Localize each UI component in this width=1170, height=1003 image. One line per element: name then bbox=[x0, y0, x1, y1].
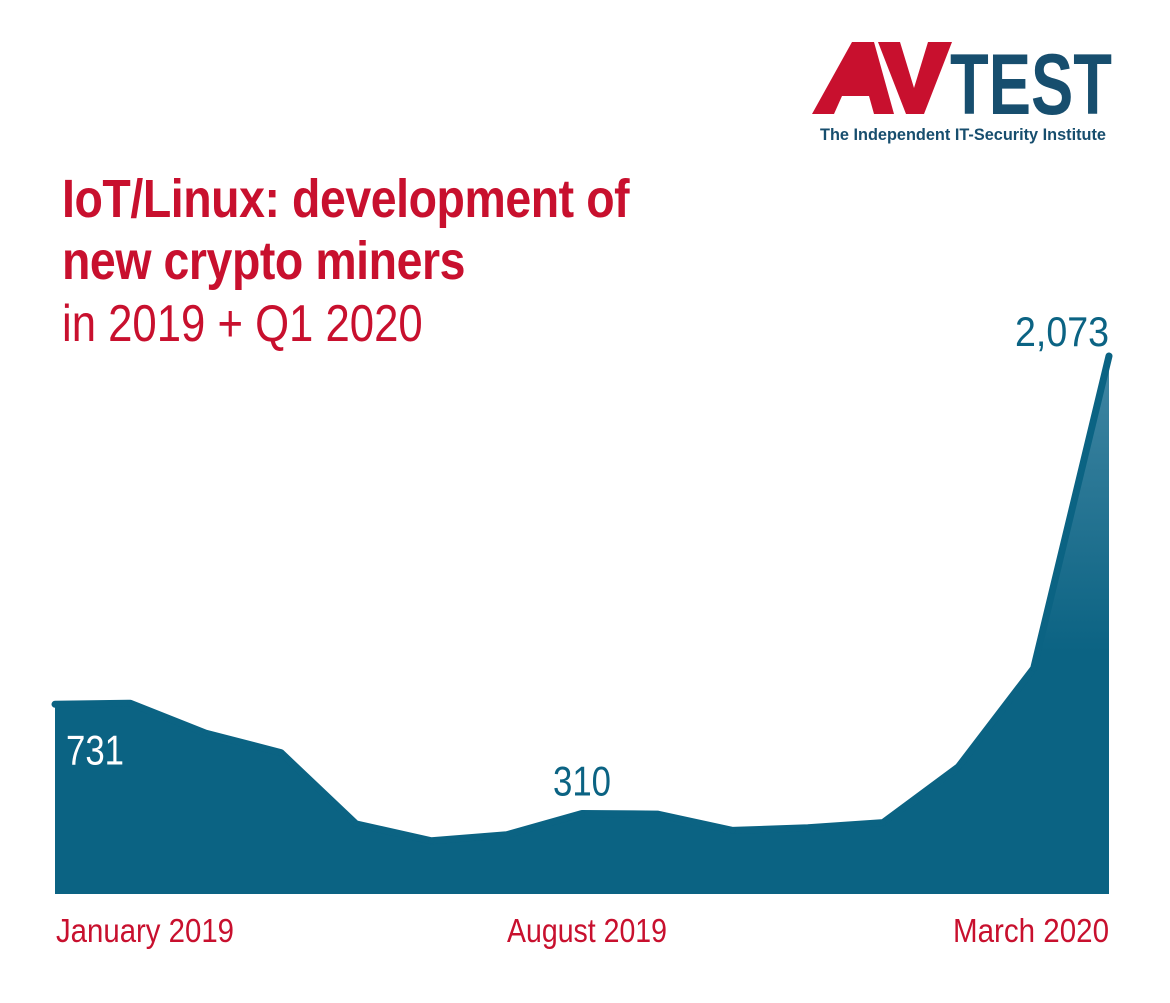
title-line-2: new crypto miners bbox=[62, 231, 466, 291]
data-points bbox=[52, 353, 1112, 844]
data-point-february-2019 bbox=[127, 700, 134, 707]
data-label-march-2020: 2,073 bbox=[1015, 308, 1109, 355]
data-point-july-2019 bbox=[503, 831, 510, 838]
data-label-january-2019: 731 bbox=[66, 726, 124, 773]
chart-title: IoT/Linux: development of new crypto min… bbox=[62, 168, 722, 356]
data-point-august-2019 bbox=[579, 810, 585, 817]
data-point-march-2019 bbox=[202, 730, 209, 737]
logo-v-shape bbox=[878, 42, 952, 114]
data-point-february-2020 bbox=[1030, 665, 1037, 672]
x-tick-march-2020: March 2020 bbox=[953, 912, 1109, 949]
data-point-november-2019 bbox=[804, 824, 811, 831]
area-fill bbox=[55, 356, 1109, 894]
x-tick-august-2019: August 2019 bbox=[507, 912, 667, 949]
logo-a-shape bbox=[812, 42, 894, 114]
data-point-april-2019 bbox=[277, 749, 284, 756]
data-point-may-2019 bbox=[353, 820, 360, 827]
avtest-logo-mark: TEST The Independent IT-Security Institu… bbox=[812, 37, 1112, 144]
data-point-march-2020 bbox=[1106, 353, 1112, 359]
data-point-january-2020 bbox=[955, 763, 962, 770]
data-point-december-2019 bbox=[880, 819, 887, 826]
data-point-january-2019 bbox=[52, 701, 58, 708]
logo-test-text: TEST bbox=[950, 40, 1112, 133]
x-tick-january-2019: January 2019 bbox=[56, 912, 234, 949]
data-point-september-2019 bbox=[654, 811, 661, 818]
data-point-june-2019 bbox=[428, 837, 435, 844]
logo-tagline: The Independent IT-Security Institute bbox=[820, 125, 1106, 144]
title-subtitle: in 2019 + Q1 2020 bbox=[62, 295, 423, 353]
avtest-logo: TEST The Independent IT-Security Institu… bbox=[812, 37, 1112, 150]
data-point-october-2019 bbox=[729, 827, 736, 834]
data-label-august-2019: 310 bbox=[553, 758, 611, 805]
area-highlight bbox=[1033, 356, 1109, 894]
title-line-1: IoT/Linux: development of bbox=[62, 169, 630, 229]
